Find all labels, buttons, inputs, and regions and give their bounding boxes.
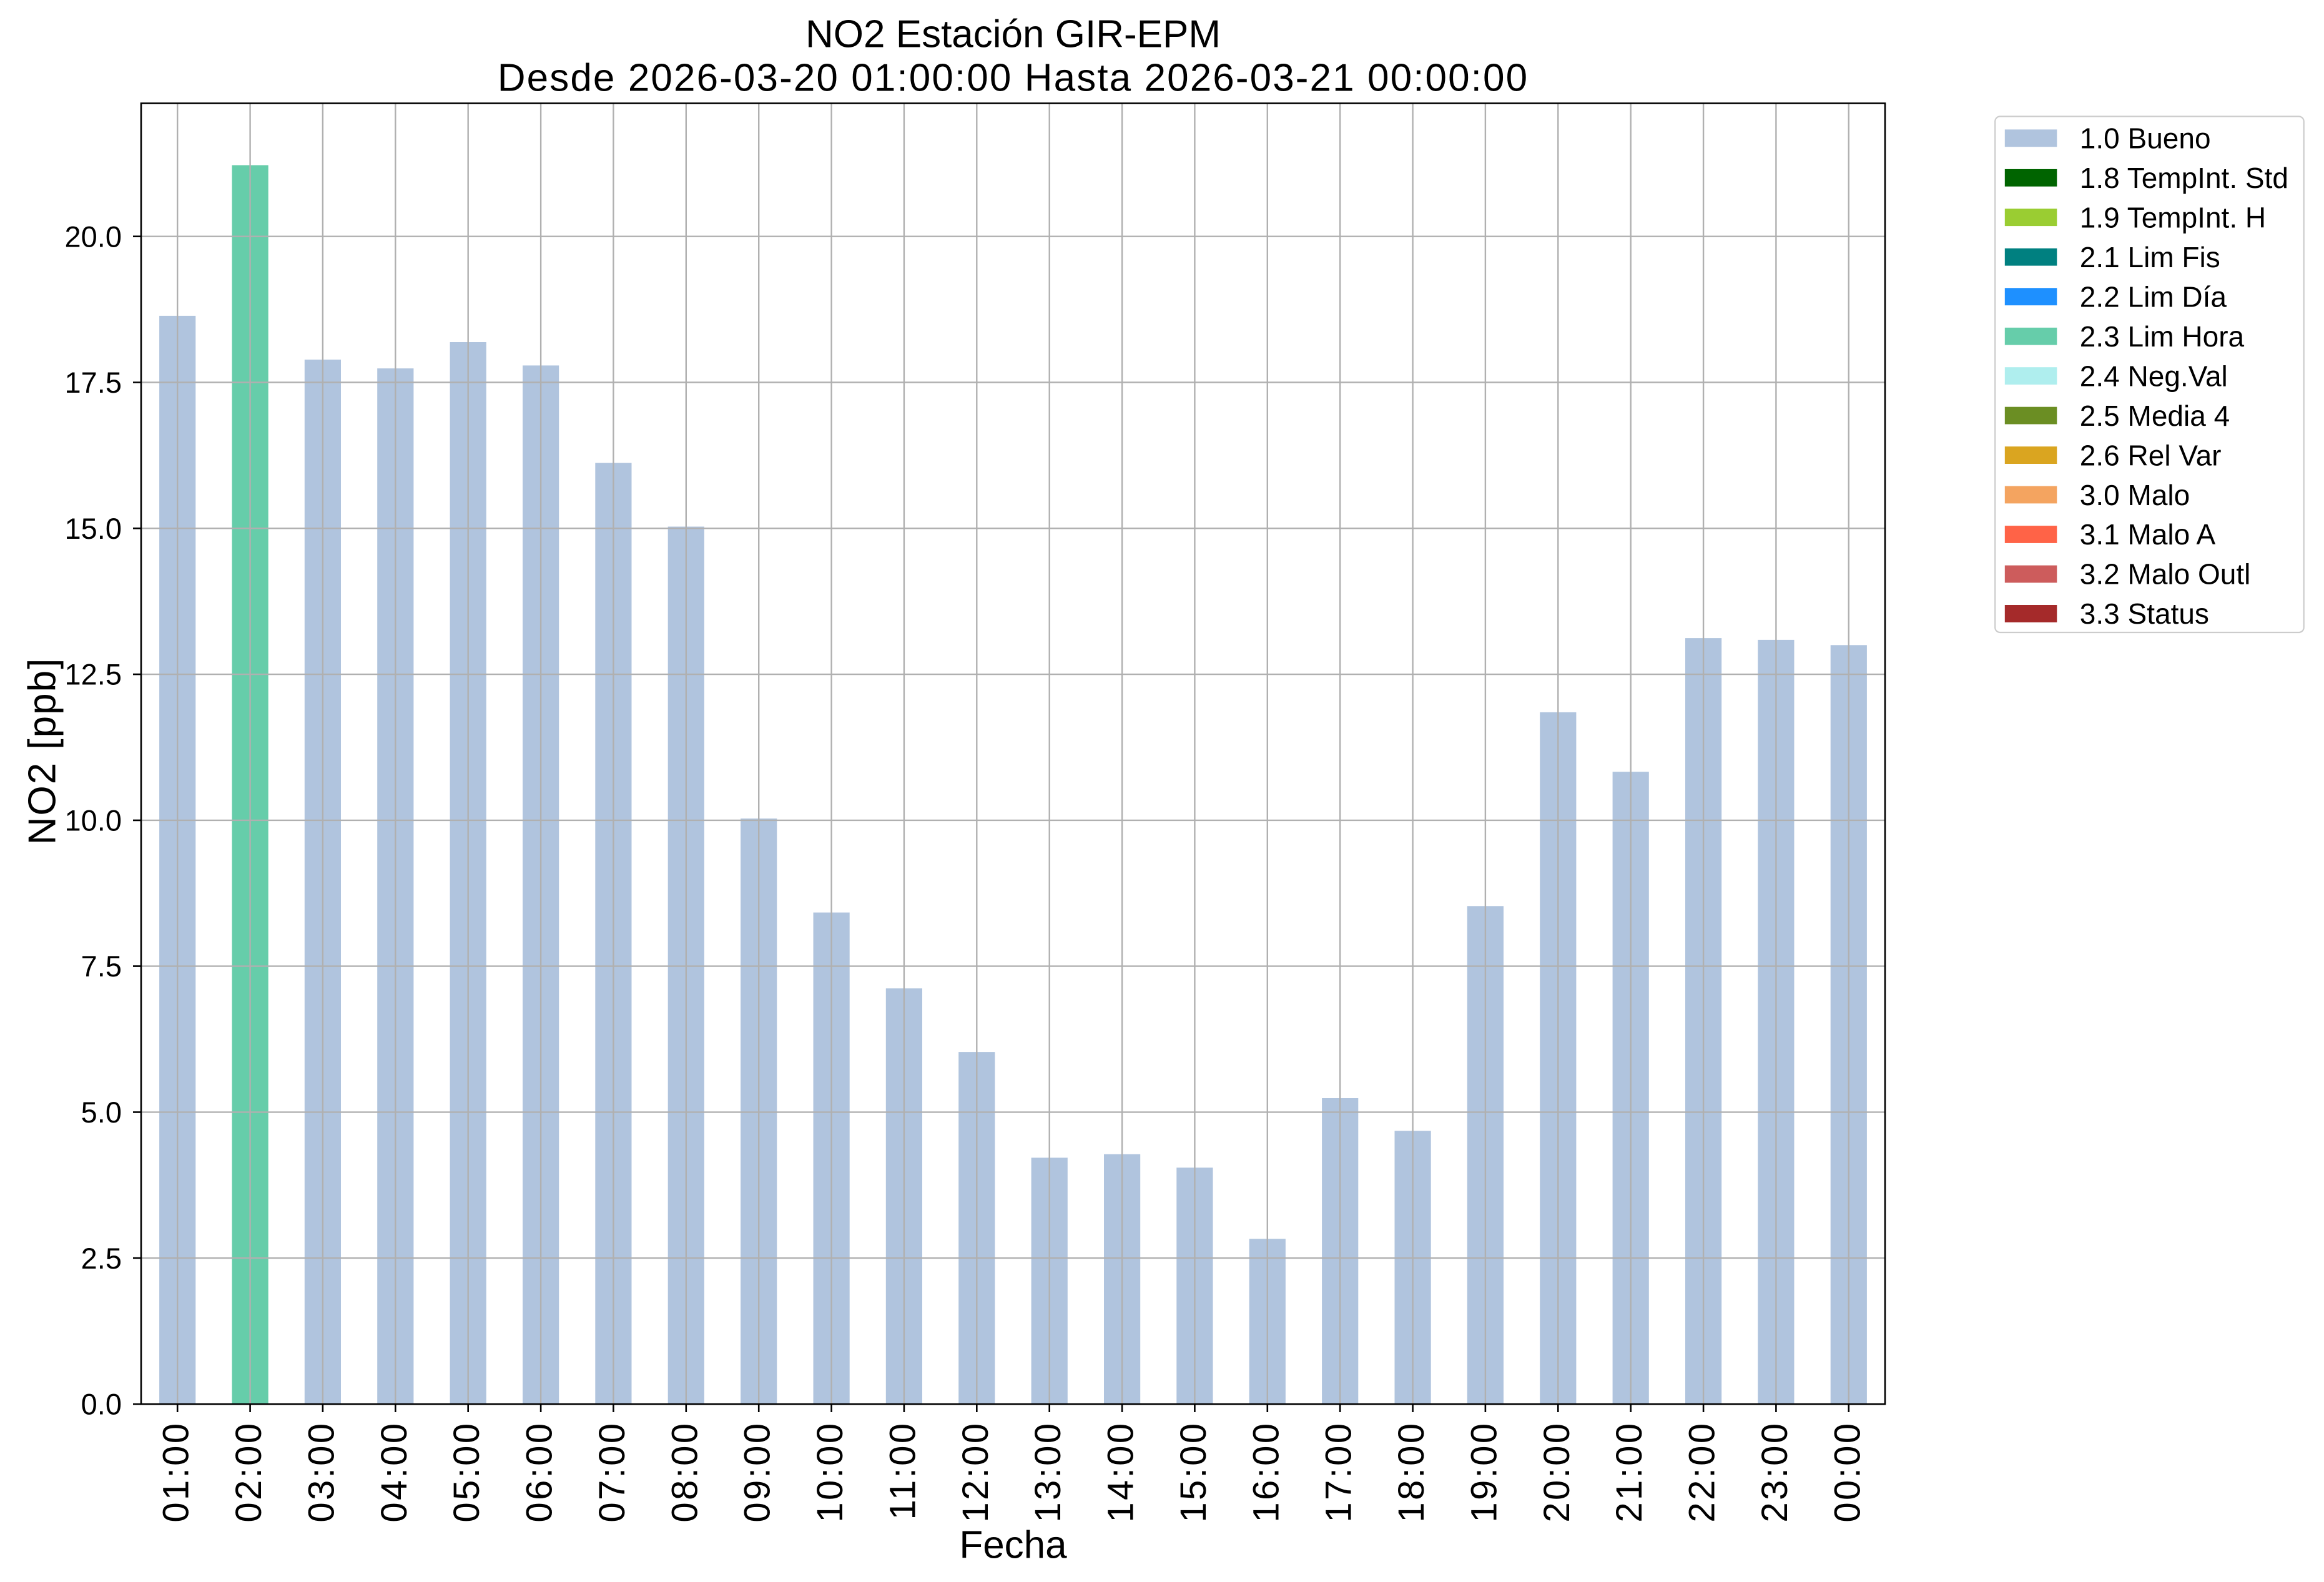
svg-text:2.6 Rel Var: 2.6 Rel Var bbox=[2080, 439, 2222, 471]
svg-text:2.3 Lim Hora: 2.3 Lim Hora bbox=[2080, 320, 2245, 353]
svg-text:17:00: 17:00 bbox=[1319, 1422, 1359, 1523]
svg-text:1.0 Bueno: 1.0 Bueno bbox=[2080, 122, 2211, 155]
svg-text:15.0: 15.0 bbox=[65, 512, 122, 545]
svg-text:Fecha: Fecha bbox=[959, 1524, 1067, 1567]
svg-text:0.0: 0.0 bbox=[81, 1388, 122, 1421]
svg-text:06:00: 06:00 bbox=[519, 1422, 560, 1523]
svg-text:22:00: 22:00 bbox=[1682, 1422, 1723, 1523]
svg-text:2.2 Lim Día: 2.2 Lim Día bbox=[2080, 280, 2227, 313]
svg-text:2.1 Lim Fis: 2.1 Lim Fis bbox=[2080, 241, 2220, 273]
svg-text:15:00: 15:00 bbox=[1173, 1422, 1214, 1523]
svg-text:07:00: 07:00 bbox=[592, 1422, 633, 1523]
svg-text:18:00: 18:00 bbox=[1391, 1422, 1432, 1523]
svg-text:13:00: 13:00 bbox=[1028, 1422, 1068, 1523]
svg-text:5.0: 5.0 bbox=[81, 1096, 122, 1129]
svg-text:21:00: 21:00 bbox=[1609, 1422, 1650, 1523]
svg-text:2.4 Neg.Val: 2.4 Neg.Val bbox=[2080, 360, 2228, 392]
svg-text:1.9 TempInt. H: 1.9 TempInt. H bbox=[2080, 202, 2266, 234]
svg-text:11:00: 11:00 bbox=[882, 1422, 923, 1520]
svg-text:09:00: 09:00 bbox=[737, 1422, 778, 1523]
svg-text:10:00: 10:00 bbox=[810, 1422, 850, 1523]
svg-text:7.5: 7.5 bbox=[81, 950, 122, 983]
svg-text:NO2 [ppb]: NO2 [ppb] bbox=[21, 657, 64, 845]
svg-text:12:00: 12:00 bbox=[955, 1422, 996, 1523]
svg-text:03:00: 03:00 bbox=[301, 1422, 342, 1523]
svg-text:16:00: 16:00 bbox=[1246, 1422, 1286, 1523]
svg-text:05:00: 05:00 bbox=[446, 1422, 487, 1523]
svg-text:NO2 Estación GIR-EPM: NO2 Estación GIR-EPM bbox=[805, 13, 1221, 56]
svg-text:01:00: 01:00 bbox=[156, 1422, 197, 1523]
svg-text:08:00: 08:00 bbox=[664, 1422, 705, 1523]
svg-text:12.5: 12.5 bbox=[65, 658, 122, 691]
svg-text:3.2 Malo Outl: 3.2 Malo Outl bbox=[2080, 558, 2251, 591]
svg-text:3.1 Malo A: 3.1 Malo A bbox=[2080, 518, 2216, 551]
svg-text:20:00: 20:00 bbox=[1537, 1422, 1577, 1523]
svg-text:1.8 TempInt. Std: 1.8 TempInt. Std bbox=[2080, 162, 2288, 194]
svg-text:17.5: 17.5 bbox=[65, 366, 122, 399]
svg-text:2.5 Media 4: 2.5 Media 4 bbox=[2080, 400, 2230, 432]
svg-text:Desde 2026-03-20 01:00:00 Hast: Desde 2026-03-20 01:00:00 Hasta 2026-03-… bbox=[498, 57, 1529, 100]
svg-text:02:00: 02:00 bbox=[229, 1422, 269, 1523]
svg-text:20.0: 20.0 bbox=[65, 220, 122, 253]
svg-text:3.3 Status: 3.3 Status bbox=[2080, 597, 2209, 630]
svg-text:19:00: 19:00 bbox=[1464, 1422, 1504, 1523]
svg-text:23:00: 23:00 bbox=[1755, 1422, 1795, 1523]
svg-text:04:00: 04:00 bbox=[374, 1422, 415, 1523]
svg-text:14:00: 14:00 bbox=[1101, 1422, 1141, 1523]
svg-text:2.5: 2.5 bbox=[81, 1242, 122, 1275]
svg-text:00:00: 00:00 bbox=[1827, 1422, 1868, 1523]
svg-text:10.0: 10.0 bbox=[65, 803, 122, 837]
svg-text:3.0 Malo: 3.0 Malo bbox=[2080, 479, 2190, 511]
